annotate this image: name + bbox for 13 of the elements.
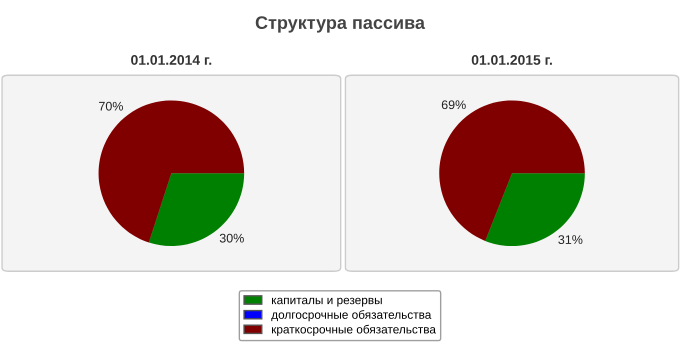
pie-slice — [148, 173, 244, 246]
chart-subtitle: 01.01.2014 г. — [131, 55, 212, 65]
data-label: 70% — [99, 102, 123, 111]
legend-label: капиталы и резервы — [272, 298, 382, 307]
chart-title: Структура пассива — [256, 16, 426, 33]
data-label: 69% — [442, 100, 466, 110]
data-label: 30% — [220, 234, 244, 243]
legend-label: долгосрочные обязательства — [271, 310, 432, 322]
pie-slice — [485, 173, 585, 246]
data-label: 31% — [558, 235, 582, 244]
chart-subtitle: 01.01.2015 г. — [472, 55, 552, 65]
pie-slice — [98, 100, 244, 242]
legend-label: краткосрочные обязательства — [272, 324, 436, 336]
